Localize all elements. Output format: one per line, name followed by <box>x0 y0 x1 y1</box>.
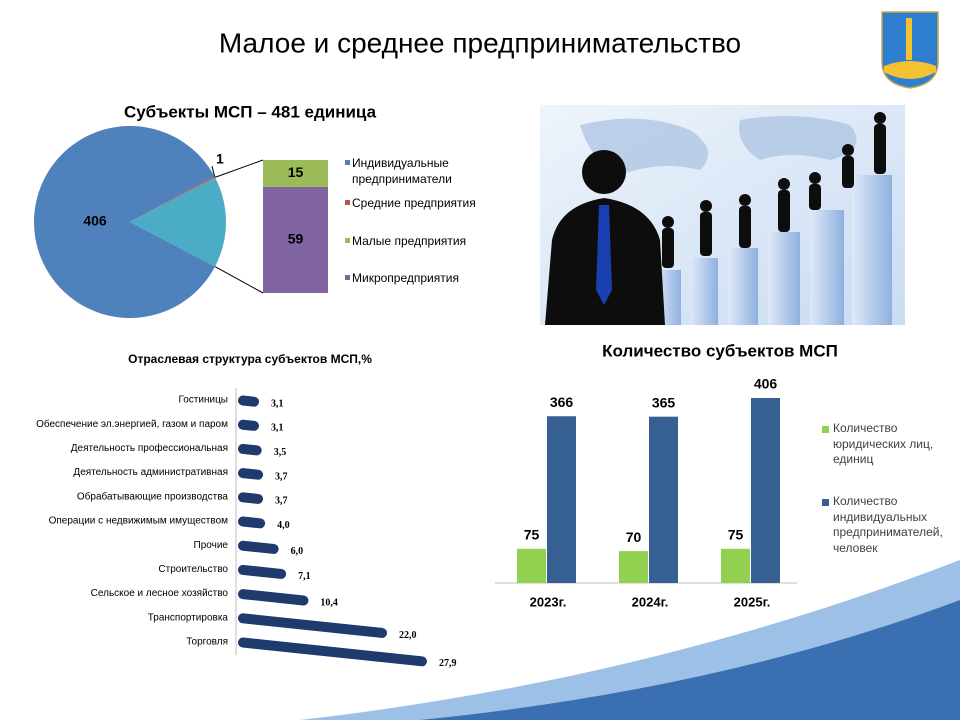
legend-marker <box>822 426 829 433</box>
y-tick-label: Обеспечение эл.энергией, газом и паром <box>36 418 228 430</box>
legend-marker <box>345 275 350 280</box>
bar <box>237 564 287 579</box>
data-label: 3,1 <box>271 423 284 434</box>
data-label: 3,7 <box>275 472 288 483</box>
legend-marker <box>822 499 829 506</box>
y-tick-label: Операции с недвижимым имуществом <box>49 516 229 527</box>
legend-label-box: Количество индивидуальных предпринимател… <box>833 494 943 555</box>
bar <box>517 548 546 583</box>
data-label: 59 <box>288 231 304 247</box>
data-label: 4,0 <box>277 520 290 531</box>
x-tick-label: 2025г. <box>734 594 771 609</box>
bar <box>237 492 264 504</box>
legend-label: Количество индивидуальных предпринимател… <box>833 494 943 555</box>
bar <box>619 551 648 583</box>
y-tick-label: Гостиницы <box>179 395 229 406</box>
legend-marker <box>345 200 350 205</box>
legend-marker <box>345 160 350 165</box>
pie-slice <box>130 177 226 267</box>
data-label: 3,1 <box>271 399 284 410</box>
data-label: 22,0 <box>399 630 417 641</box>
connector <box>214 159 264 178</box>
bar <box>237 419 260 431</box>
bar <box>237 589 309 606</box>
legend-label-box: Индивидуальные предприниматели <box>352 156 452 186</box>
data-label: 27,9 <box>439 658 457 669</box>
data-label: 7,1 <box>298 571 311 582</box>
y-tick-label: Торговля <box>186 637 228 648</box>
legend-marker <box>345 238 350 243</box>
data-label: 6,0 <box>291 546 304 557</box>
connector <box>214 266 264 294</box>
stack-segment <box>263 160 328 187</box>
data-label: 406 <box>754 376 778 392</box>
bar <box>237 613 388 638</box>
data-label: 406 <box>83 213 107 229</box>
swoosh <box>420 600 960 720</box>
coat-of-arms <box>881 11 939 89</box>
bar <box>649 416 678 583</box>
bar <box>237 395 260 407</box>
x-tick-label: 2024г. <box>632 594 669 609</box>
data-label: 75 <box>728 527 744 543</box>
y-tick-label: Обрабатывающие производства <box>77 490 229 502</box>
data-label: 70 <box>626 529 642 545</box>
legend-label: Микропредприятия <box>352 271 459 285</box>
data-label: 3,5 <box>274 447 287 458</box>
y-tick-label: Прочие <box>194 540 229 551</box>
y-tick-label: Деятельность профессиональная <box>71 442 228 454</box>
illustration <box>540 105 905 325</box>
y-tick-label: Транспортировка <box>148 612 229 623</box>
data-label: 1 <box>216 151 224 167</box>
legend-label: Малые предприятия <box>352 234 467 248</box>
chart-title: Количество субъектов МСП <box>602 341 838 360</box>
legend-label: Количество юридических лиц, единиц <box>833 421 934 467</box>
data-label: 3,7 <box>275 496 288 507</box>
data-label: 366 <box>550 394 574 410</box>
legend-label-box: Средние предприятия <box>352 196 476 210</box>
legend-label: Индивидуальные предприниматели <box>352 156 452 186</box>
y-tick-label: Строительство <box>158 564 228 575</box>
data-label: 75 <box>524 527 540 543</box>
bar <box>237 516 266 529</box>
bar <box>547 416 576 583</box>
y-tick-label: Сельское и лесное хозяйство <box>91 588 229 599</box>
legend-label-box: Количество юридических лиц, единиц <box>833 421 934 467</box>
data-label: 10,4 <box>320 597 338 608</box>
data-label: 365 <box>652 394 676 410</box>
legend-label-box: Малые предприятия <box>352 234 467 248</box>
bar <box>237 443 262 456</box>
bar <box>237 468 264 480</box>
bar <box>237 540 279 554</box>
legend-label-box: Микропредприятия <box>352 271 459 285</box>
bar <box>751 398 780 583</box>
leader-line <box>211 165 216 177</box>
chart-title: Отраслевая структура субъектов МСП,% <box>128 352 372 366</box>
pie-slice <box>130 176 216 222</box>
y-tick-label: Деятельность административная <box>73 467 228 478</box>
chart-title: Субъекты МСП – 481 единица <box>124 102 377 121</box>
pie-slice <box>34 126 216 319</box>
bar <box>237 637 427 667</box>
x-tick-label: 2023г. <box>530 594 567 609</box>
bar <box>721 548 750 583</box>
data-label: 15 <box>288 164 304 180</box>
slide-title: Малое и среднее предпринимательство <box>219 27 741 58</box>
stack-segment <box>263 186 328 293</box>
legend-label: Средние предприятия <box>352 196 476 210</box>
